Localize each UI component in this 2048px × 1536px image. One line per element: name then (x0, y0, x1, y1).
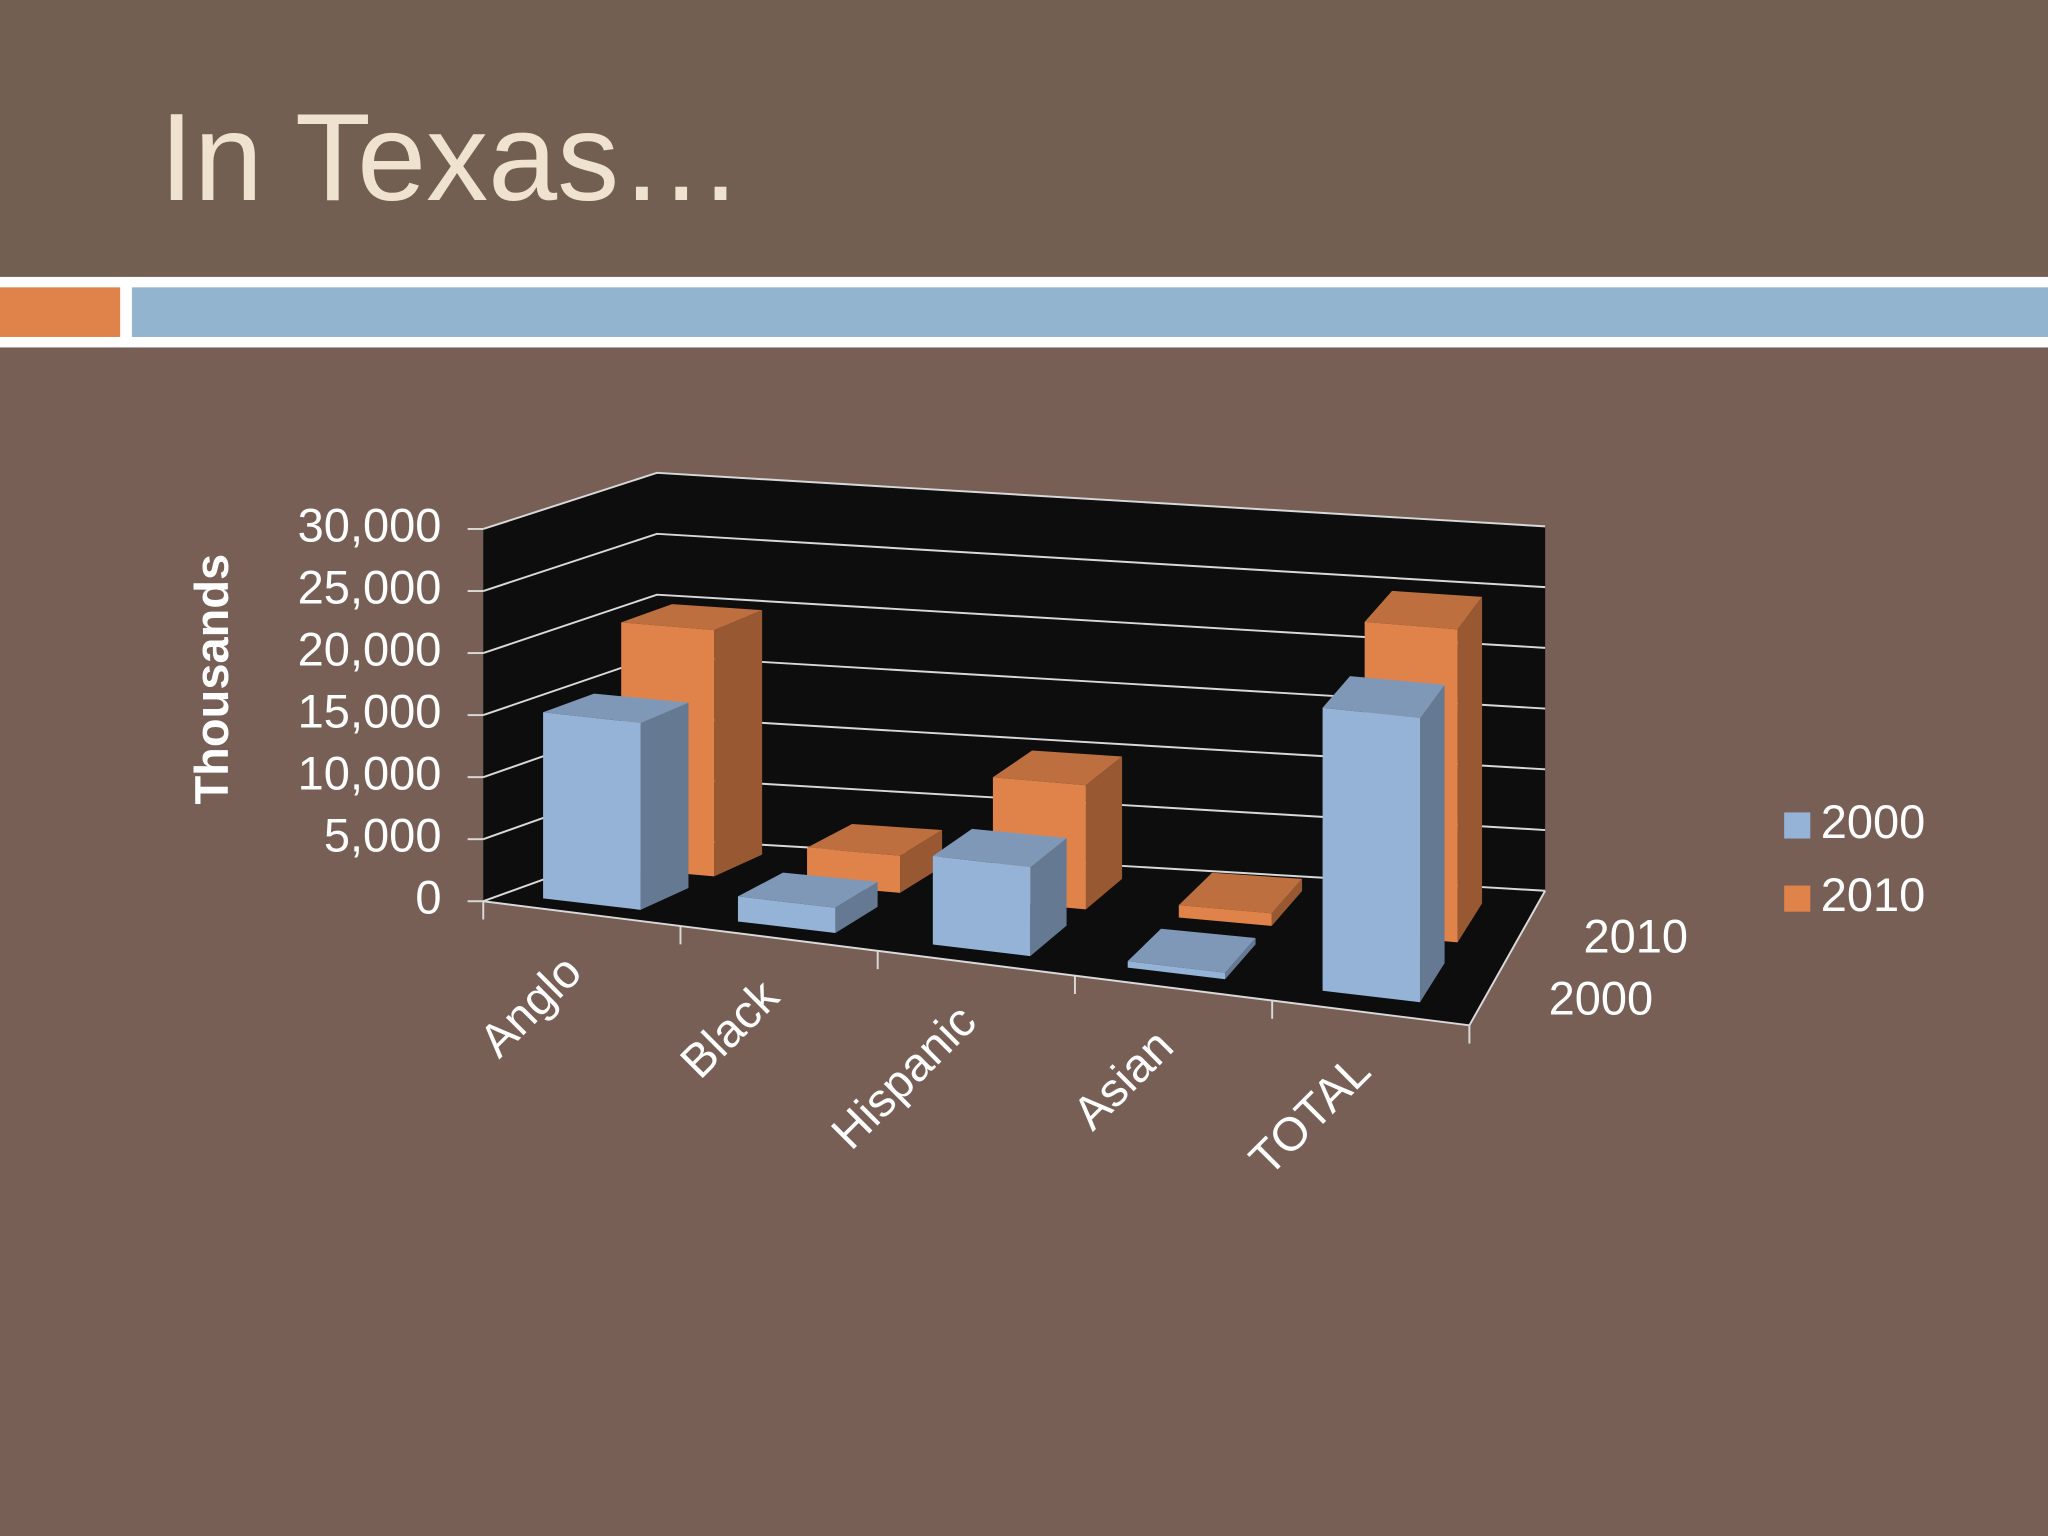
bar-side (1225, 938, 1256, 980)
accent-orange (0, 287, 121, 337)
bar-front (932, 856, 1031, 957)
bar (1127, 928, 1256, 980)
bar-side (835, 881, 878, 933)
bar (932, 828, 1067, 957)
bar-side (640, 702, 689, 910)
y-axis-title: Thousands (185, 554, 238, 805)
bar-top (932, 828, 1067, 868)
bar-front (1178, 905, 1272, 926)
bar (1322, 676, 1445, 1003)
bar-top (807, 824, 943, 856)
slide-title: In Texas… (159, 89, 743, 227)
bar-top (737, 872, 878, 908)
bar-front (543, 712, 641, 910)
accent-blue (131, 287, 2048, 337)
y-tick-label: 15,000 (298, 685, 442, 738)
bar-top (1127, 928, 1256, 973)
x-axis (483, 900, 1470, 1027)
legend-label: 2000 (1821, 795, 1926, 848)
y-tick-label: 5,000 (324, 809, 442, 862)
bar (543, 693, 689, 910)
bar-top (1322, 676, 1445, 719)
bar-front (1127, 961, 1226, 980)
y-tick-label: 30,000 (298, 498, 442, 551)
grid-line (482, 471, 1546, 530)
bar-side (900, 830, 943, 893)
y-tick-label: 20,000 (298, 622, 442, 675)
legend-swatch (1784, 885, 1811, 912)
bar-top (1178, 872, 1303, 914)
bar-side (1271, 878, 1303, 926)
bar-top (621, 604, 763, 631)
depth-label: 2010 (1583, 910, 1688, 963)
title-area (0, 0, 2048, 277)
bar-side (714, 610, 763, 877)
y-tick-label: 25,000 (298, 560, 442, 613)
y-tick-label: 10,000 (298, 747, 442, 800)
bar-front (737, 896, 836, 933)
legend-label: 2010 (1821, 868, 1926, 921)
depth-label: 2000 (1549, 971, 1654, 1024)
bar-side (1085, 756, 1123, 910)
bar (737, 872, 878, 933)
bar-front (1322, 707, 1421, 1003)
bar-side (1420, 684, 1445, 1003)
grid-line (482, 593, 1546, 654)
bar-top (543, 693, 689, 723)
bar-top (1364, 590, 1483, 630)
legend-swatch (1784, 812, 1811, 839)
bar-side (1030, 838, 1067, 957)
y-tick-label: 0 (415, 871, 441, 924)
bar-top (992, 750, 1123, 786)
depth-axis (1468, 890, 1546, 1026)
grid-line (482, 532, 1546, 592)
bar (1178, 872, 1303, 926)
bar-side (1457, 596, 1483, 943)
